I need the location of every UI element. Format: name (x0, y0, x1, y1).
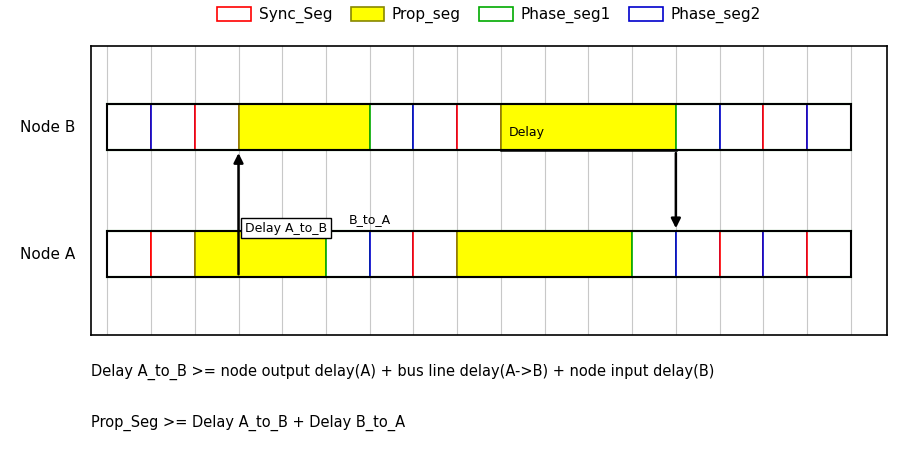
Bar (675, 104, 719, 150)
Bar (719, 231, 763, 277)
Bar (719, 104, 763, 150)
Bar (763, 104, 807, 150)
Text: Node B: Node B (20, 120, 76, 135)
Text: Prop_Seg >= Delay A_to_B + Delay B_to_A: Prop_Seg >= Delay A_to_B + Delay B_to_A (91, 415, 406, 431)
Bar (632, 231, 675, 277)
Text: B_to_A: B_to_A (348, 213, 391, 226)
Bar (107, 104, 151, 150)
Bar (151, 231, 195, 277)
Bar (369, 104, 413, 150)
Text: Delay A_to_B >= node output delay(A) + bus line delay(A->B) + node input delay(B: Delay A_to_B >= node output delay(A) + b… (91, 364, 715, 380)
Bar (239, 104, 369, 150)
Text: Delay: Delay (509, 126, 545, 140)
Bar (195, 231, 326, 277)
Legend: Sync_Seg, Prop_seg, Phase_seg1, Phase_seg2: Sync_Seg, Prop_seg, Phase_seg1, Phase_se… (213, 2, 765, 28)
Bar (675, 231, 719, 277)
Bar (413, 231, 457, 277)
Bar (807, 104, 851, 150)
Bar (807, 231, 851, 277)
Bar (326, 231, 369, 277)
Bar (107, 231, 151, 277)
Bar (107, 104, 851, 150)
Bar (195, 104, 239, 150)
Bar (369, 231, 413, 277)
Bar (107, 231, 851, 277)
Text: Node A: Node A (20, 246, 76, 262)
Text: Delay A_to_B: Delay A_to_B (245, 222, 327, 235)
Bar (457, 231, 632, 277)
Bar (413, 104, 457, 150)
Bar (501, 104, 675, 150)
Bar (457, 104, 501, 150)
Bar (151, 104, 195, 150)
Bar (763, 231, 807, 277)
